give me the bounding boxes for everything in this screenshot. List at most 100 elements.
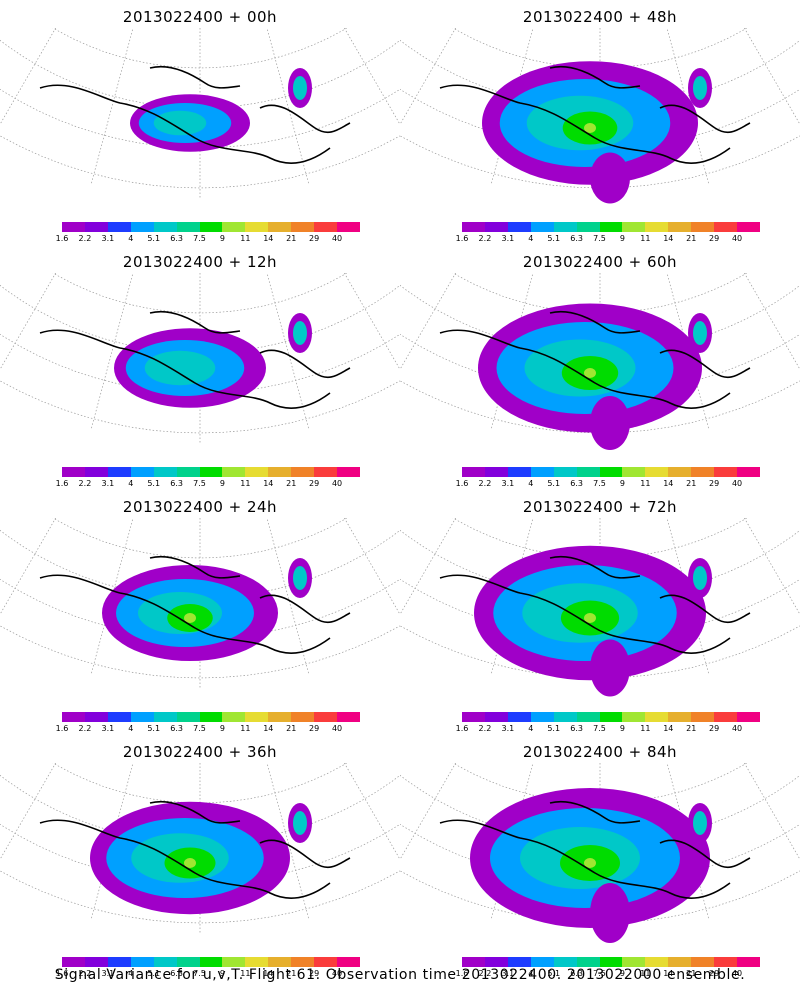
- colorbar-swatch: [668, 957, 692, 967]
- panel-title: 2013022400 + 12h: [122, 253, 278, 271]
- colorbar-swatch: [645, 957, 669, 967]
- colorbar-label: 9: [619, 234, 625, 243]
- polar-map: [400, 28, 800, 204]
- map-panel: 2013022400 + 84h 1.6 2.2 3.1 4 5.1 6.3 7.5 9 11 14…: [400, 735, 800, 980]
- colorbar-swatch: [153, 467, 177, 477]
- colorbar-label: 40: [331, 479, 343, 488]
- colorbar-label: 21: [286, 969, 297, 978]
- colorbar-label: 1.6: [55, 724, 69, 733]
- colorbar-swatch: [291, 957, 315, 967]
- colorbar-swatch: [462, 222, 485, 232]
- colorbar-label: 21: [686, 724, 697, 733]
- colorbar-swatch: [62, 467, 85, 477]
- colorbar-swatch: [507, 467, 531, 477]
- colorbar-swatch: [576, 712, 600, 722]
- colorbar-swatch: [222, 957, 246, 967]
- colorbar-swatch: [737, 712, 760, 722]
- colorbar-swatch: [599, 222, 623, 232]
- colorbar-label: 9: [219, 234, 225, 243]
- colorbar-label: 9: [219, 969, 225, 978]
- variance-field: [102, 558, 312, 661]
- colorbar-swatch: [737, 957, 760, 967]
- colorbar-swatch: [268, 712, 292, 722]
- colorbar: [462, 222, 760, 232]
- polar-map: [0, 28, 400, 198]
- colorbar-swatch: [599, 957, 623, 967]
- colorbar-swatch: [645, 222, 669, 232]
- colorbar-swatch: [153, 957, 177, 967]
- variance-field: [114, 313, 312, 408]
- colorbar-swatch: [268, 467, 292, 477]
- colorbar-swatch: [84, 467, 108, 477]
- colorbar-swatch: [245, 712, 269, 722]
- coastline: [439, 65, 751, 164]
- colorbar-swatch: [622, 467, 646, 477]
- colorbar-swatch: [245, 467, 269, 477]
- colorbar-swatch: [737, 467, 760, 477]
- colorbar-swatch: [714, 712, 738, 722]
- colorbar-label: 7.5: [593, 969, 606, 978]
- colorbar-swatch: [130, 957, 154, 967]
- colorbar-label: 6.3: [570, 969, 583, 978]
- variance-field: [90, 801, 312, 915]
- colorbar-swatch: [199, 957, 223, 967]
- colorbar: [62, 467, 360, 477]
- colorbar-label: 2.2: [478, 479, 492, 488]
- colorbar-label: 14: [663, 724, 674, 733]
- colorbar-swatch: [645, 712, 669, 722]
- panel-title: 2013022400 + 48h: [522, 8, 678, 26]
- colorbar-swatch: [337, 957, 360, 967]
- colorbar-swatch: [130, 467, 154, 477]
- colorbar-swatch: [176, 957, 200, 967]
- colorbar-swatch: [245, 222, 269, 232]
- colorbar-label: 2.2: [78, 969, 92, 978]
- colorbar-label: 1.6: [455, 724, 469, 733]
- colorbar-label: 2.2: [478, 969, 492, 978]
- colorbar-label: 40: [331, 234, 343, 243]
- colorbar-label: 6.3: [170, 234, 183, 243]
- colorbar-label: 5.1: [147, 724, 161, 733]
- colorbar-swatch: [62, 957, 85, 967]
- colorbar-label: 21: [686, 234, 697, 243]
- colorbar-swatch: [484, 712, 508, 722]
- colorbar-label: 11: [240, 234, 251, 243]
- colorbar-label: 21: [686, 479, 697, 488]
- colorbar-swatch: [576, 467, 600, 477]
- colorbar-swatch: [62, 222, 85, 232]
- panel-title: 2013022400 + 84h: [522, 743, 678, 761]
- polar-map: [400, 763, 800, 943]
- variance-field: [474, 545, 712, 697]
- map-panel: 2013022400 + 48h 1.6 2.2 3.1 4 5.1 6.3 7.5 9 11 14…: [400, 0, 800, 245]
- colorbar-label: 6.3: [570, 234, 583, 243]
- map-panel: 2013022400 + 24h 1.6 2.2 3.1 4 5.1 6.3 7.5 9 11 14…: [0, 490, 400, 735]
- colorbar-swatch: [337, 467, 360, 477]
- colorbar-swatch: [530, 957, 554, 967]
- colorbar-swatch: [130, 712, 154, 722]
- colorbar-label: 3.1: [501, 234, 515, 243]
- panel-title: 2013022400 + 60h: [522, 253, 678, 271]
- colorbar-label: 4: [128, 969, 134, 978]
- colorbar-swatch: [314, 222, 338, 232]
- colorbar-swatch: [62, 712, 85, 722]
- colorbar-swatch: [222, 467, 246, 477]
- colorbar-label: 4: [528, 969, 534, 978]
- colorbar-swatch: [314, 957, 338, 967]
- colorbar-label: 1.6: [55, 479, 69, 488]
- colorbar: [62, 222, 360, 232]
- colorbar-swatch: [714, 222, 738, 232]
- colorbar-label: 14: [263, 479, 274, 488]
- colorbar-labels: 1.6 2.2 3.1 4 5.1 6.3 7.5 9 11 14 21 29 40: [456, 234, 760, 246]
- colorbar-swatch: [691, 712, 715, 722]
- colorbar-label: 5.1: [147, 479, 161, 488]
- colorbar-swatch: [622, 712, 646, 722]
- colorbar-label: 11: [640, 724, 651, 733]
- colorbar-label: 14: [663, 234, 674, 243]
- colorbar-label: 29: [309, 234, 320, 243]
- colorbar-label: 4: [128, 724, 134, 733]
- colorbar-label: 1.6: [55, 234, 69, 243]
- colorbar-swatch: [668, 222, 692, 232]
- colorbar-label: 29: [309, 969, 320, 978]
- colorbar-label: 7.5: [193, 969, 206, 978]
- colorbar-swatch: [314, 467, 338, 477]
- colorbar-label: 1.6: [55, 969, 69, 978]
